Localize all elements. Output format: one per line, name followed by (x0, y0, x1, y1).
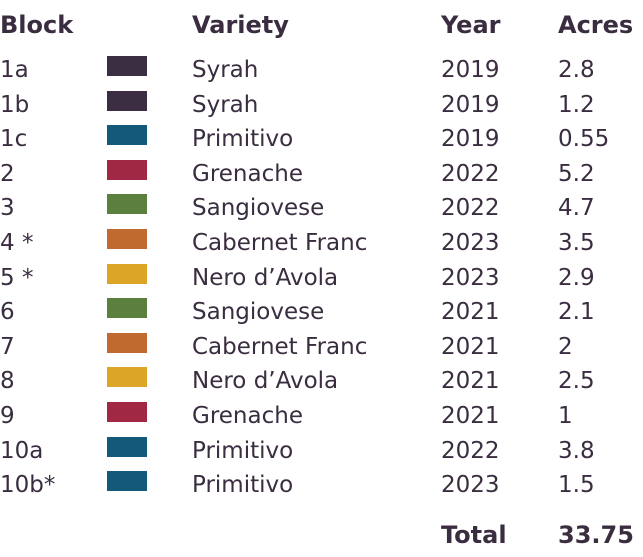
table-row: 5 * Nero d’Avola 2023 2.9 (0, 261, 643, 295)
variety-color-swatch (107, 125, 147, 146)
variety-name: Grenache (192, 160, 303, 187)
block-id: 1a (0, 57, 29, 83)
table-header-row: Block Variety Year Acres (0, 8, 643, 42)
table-row: 4 * Cabernet Franc 2023 3.5 (0, 226, 643, 260)
variety-name: Nero d’Avola (192, 264, 339, 291)
block-id: 1c (0, 126, 28, 153)
acreage: 5.2 (558, 160, 595, 187)
acreage: 0.55 (558, 126, 610, 153)
total-label: Total (441, 521, 507, 549)
variety-color-swatch (107, 471, 147, 492)
planting-year: 2019 (441, 91, 500, 118)
acreage: 2.1 (558, 299, 595, 326)
variety-name: Sangiovese (192, 195, 325, 222)
planting-year: 2021 (441, 333, 500, 360)
total-value: 33.75 (558, 521, 634, 549)
variety-color-swatch (107, 298, 147, 319)
variety-color-swatch (107, 367, 147, 388)
block-id: 6 (0, 299, 15, 326)
variety-color-swatch (107, 56, 147, 76)
table-row: 1a Syrah 2019 2.8 (0, 53, 643, 87)
variety-color-swatch (107, 90, 147, 111)
variety-color-swatch (107, 194, 147, 215)
variety-color-swatch (107, 159, 147, 180)
header-year: Year (441, 11, 501, 39)
block-id: 2 (0, 160, 15, 187)
block-id: 9 (0, 403, 15, 429)
acreage: 1.2 (558, 91, 595, 118)
acreage: 1 (558, 403, 573, 429)
acreage: 4.7 (558, 195, 595, 222)
variety-color-swatch (107, 229, 147, 249)
block-id: 1b (0, 91, 30, 118)
acreage: 2.9 (558, 264, 595, 291)
total-row: Total 33.75 (0, 518, 643, 552)
acreage: 2.5 (558, 368, 595, 395)
planting-year: 2021 (441, 403, 500, 429)
acreage: 1.5 (558, 472, 595, 499)
variety-color-swatch (107, 402, 147, 422)
header-acres: Acres (558, 11, 634, 39)
table-row: 7 Cabernet Franc 2021 2 (0, 330, 643, 364)
variety-color-swatch (107, 332, 147, 353)
block-id: 8 (0, 368, 15, 395)
acreage: 2 (558, 333, 573, 360)
table-row: 2 Grenache 2022 5.2 (0, 157, 643, 191)
table-row: 9 Grenache 2021 1 (0, 399, 643, 433)
variety-name: Primitivo (192, 126, 294, 153)
table-row: 1b Syrah 2019 1.2 (0, 88, 643, 122)
planting-year: 2023 (441, 230, 500, 256)
variety-name: Cabernet Franc (192, 230, 368, 256)
table-row: 10a Primitivo 2022 3.8 (0, 434, 643, 468)
variety-name: Sangiovese (192, 299, 325, 326)
acreage: 3.8 (558, 437, 595, 464)
variety-name: Grenache (192, 403, 303, 429)
table-row: 1c Primitivo 2019 0.55 (0, 122, 643, 156)
variety-name: Nero d’Avola (192, 368, 339, 395)
variety-color-swatch (107, 263, 147, 284)
planting-year: 2021 (441, 299, 500, 326)
table-row: 6 Sangiovese 2021 2.1 (0, 295, 643, 329)
planting-year: 2019 (441, 57, 500, 83)
variety-name: Syrah (192, 57, 259, 83)
block-id: 7 (0, 333, 15, 360)
planting-year: 2022 (441, 195, 500, 222)
acreage: 3.5 (558, 230, 595, 256)
block-id: 5 * (0, 264, 34, 291)
block-id: 10b* (0, 472, 56, 499)
planting-year: 2023 (441, 472, 500, 499)
variety-name: Primitivo (192, 437, 294, 464)
planting-year: 2021 (441, 368, 500, 395)
header-variety: Variety (192, 11, 289, 39)
table-row: 3 Sangiovese 2022 4.7 (0, 191, 643, 225)
variety-color-swatch (107, 436, 147, 457)
block-id: 3 (0, 195, 15, 222)
block-id: 4 * (0, 230, 34, 256)
acreage: 2.8 (558, 57, 595, 83)
block-id: 10a (0, 437, 44, 464)
header-block: Block (0, 11, 74, 39)
variety-name: Primitivo (192, 472, 294, 499)
planting-year: 2019 (441, 126, 500, 153)
planting-year: 2022 (441, 160, 500, 187)
table-row: 10b* Primitivo 2023 1.5 (0, 468, 643, 502)
variety-name: Syrah (192, 91, 259, 118)
planting-year: 2023 (441, 264, 500, 291)
planting-year: 2022 (441, 437, 500, 464)
table-row: 8 Nero d’Avola 2021 2.5 (0, 364, 643, 398)
variety-name: Cabernet Franc (192, 333, 368, 360)
